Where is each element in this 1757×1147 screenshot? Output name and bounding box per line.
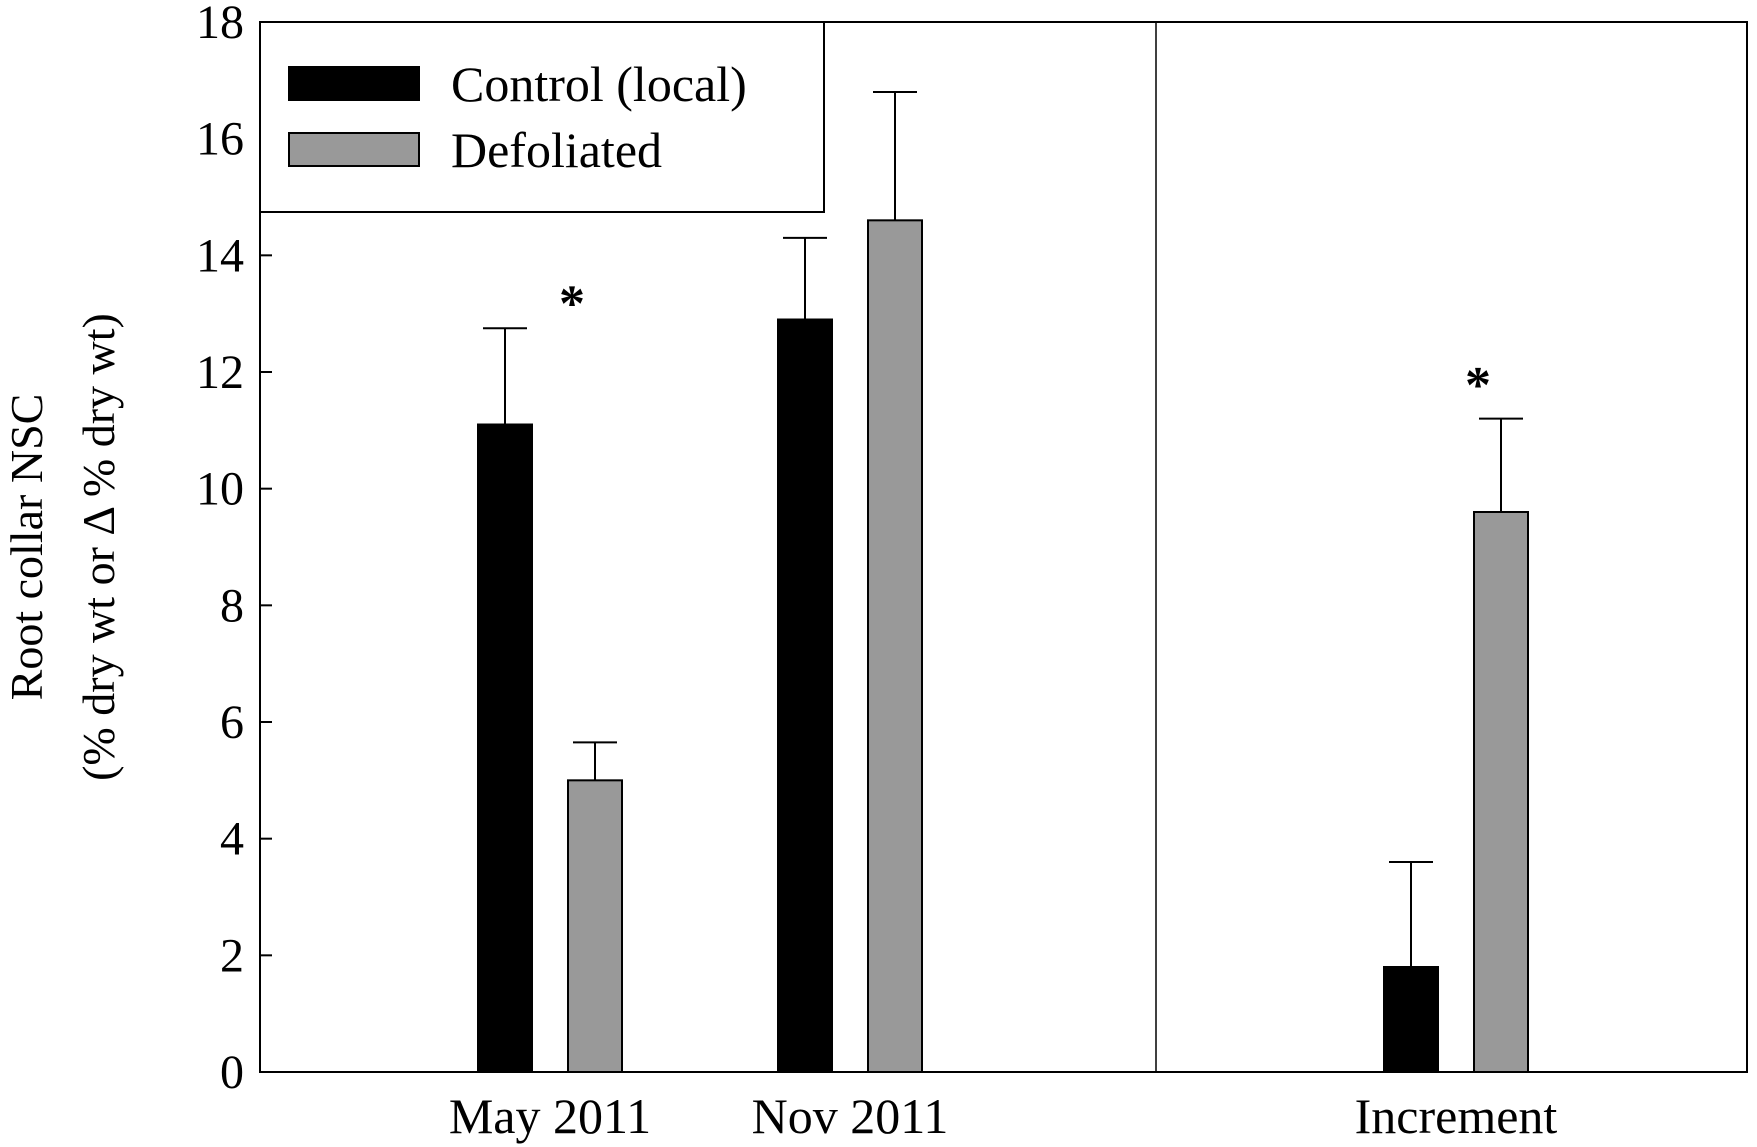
bar-control-local-nov-2011 bbox=[777, 318, 833, 1073]
y-tick-label-18: 18 bbox=[196, 0, 244, 49]
y-tick-label-0: 0 bbox=[220, 1046, 244, 1099]
y-tick-label-10: 10 bbox=[196, 463, 244, 516]
significance-mark-may-2011: * bbox=[559, 275, 585, 332]
bar-defoliated-nov-2011 bbox=[867, 219, 923, 1074]
legend-box bbox=[259, 21, 825, 213]
legend-swatch-defoliated bbox=[288, 132, 420, 167]
bar-defoliated-increment bbox=[1473, 511, 1529, 1073]
x-category-label-nov-2011: Nov 2011 bbox=[752, 1088, 949, 1144]
x-category-label-may-2011: May 2011 bbox=[449, 1088, 651, 1144]
legend: Control (local) Defoliated bbox=[259, 21, 825, 213]
y-axis-subtitle: (% dry wt or Δ % dry wt) bbox=[73, 313, 124, 781]
bar-control-local-increment bbox=[1383, 966, 1439, 1073]
significance-mark-increment: * bbox=[1465, 357, 1491, 414]
y-tick-label-14: 14 bbox=[196, 229, 244, 282]
bar-defoliated-may-2011 bbox=[567, 779, 623, 1073]
bars bbox=[477, 91, 1529, 1074]
y-tick-label-2: 2 bbox=[220, 929, 244, 982]
y-tick-label-12: 12 bbox=[196, 346, 244, 399]
legend-swatch-control bbox=[288, 66, 420, 101]
significance-annotations: ** bbox=[559, 275, 1491, 414]
y-tick-label-4: 4 bbox=[220, 813, 244, 866]
x-category-label-increment: Increment bbox=[1355, 1088, 1558, 1144]
y-tick-label-6: 6 bbox=[220, 696, 244, 749]
y-tick-label-8: 8 bbox=[220, 579, 244, 632]
y-axis-title: Root collar NSC bbox=[1, 394, 52, 701]
legend-label-defoliated: Defoliated bbox=[451, 122, 662, 178]
y-tick-label-16: 16 bbox=[196, 113, 244, 166]
legend-label-control: Control (local) bbox=[451, 56, 747, 112]
x-axis: May 2011 Nov 2011 Increment bbox=[449, 1088, 1558, 1144]
bar-control-local-may-2011 bbox=[477, 423, 533, 1073]
y-axis: 0 2 4 6 8 10 12 14 16 18 bbox=[196, 0, 272, 1099]
